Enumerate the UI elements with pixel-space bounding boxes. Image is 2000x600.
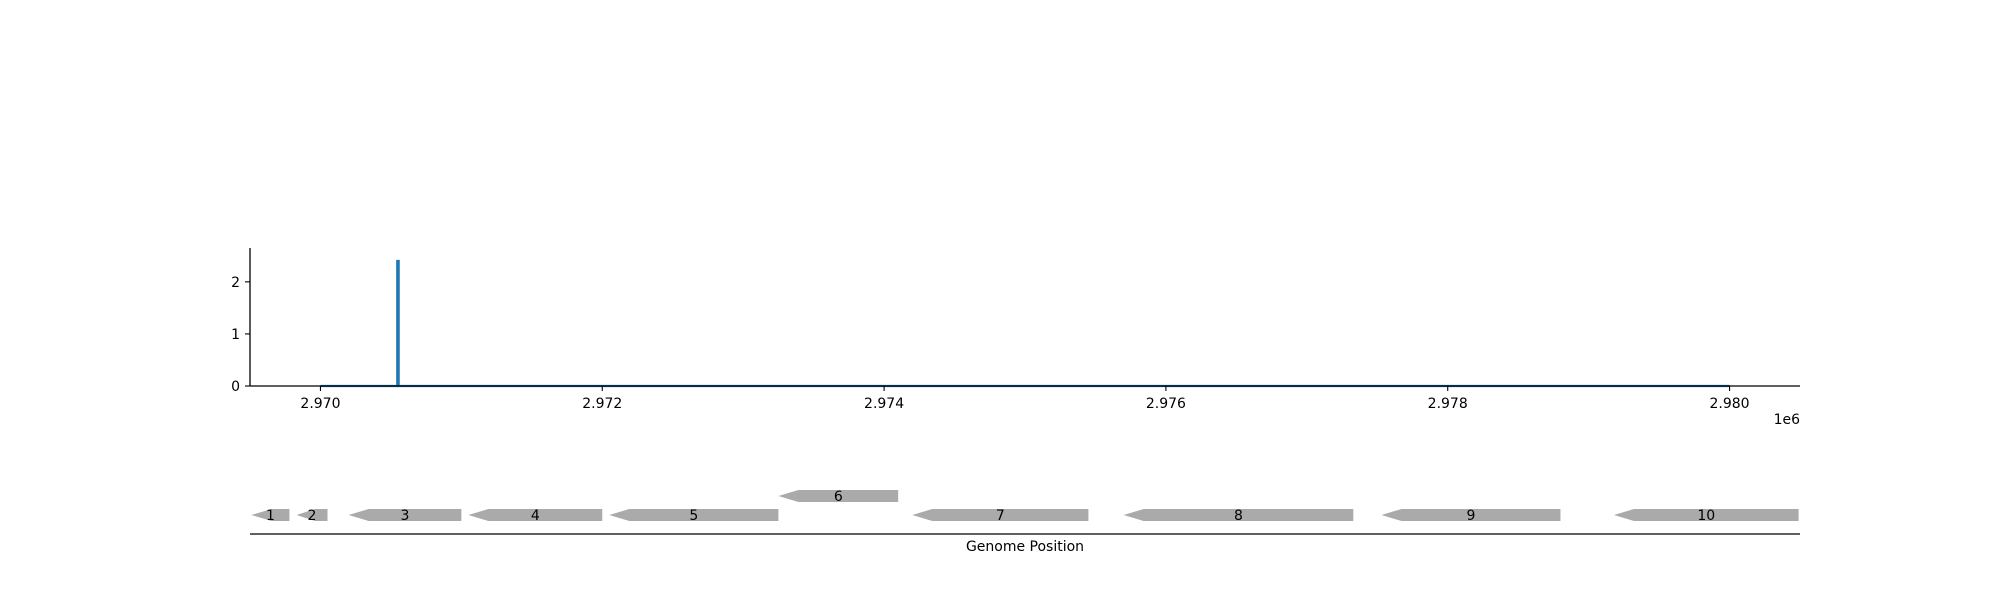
gene-label-5: 5 (689, 508, 698, 524)
gene-label-10: 10 (1697, 508, 1715, 524)
gene-arrow-7 (912, 509, 1089, 521)
x-tick-label: 2.980 (1709, 396, 1749, 412)
x-tick-label: 2.970 (300, 396, 340, 412)
gene-arrow-4 (468, 509, 603, 521)
coverage-plot: 0 1 2 2.970 2.972 2.974 2.976 2.978 2.980 1e6 (231, 248, 1800, 428)
gene-arrow-9 (1381, 509, 1561, 521)
gene-arrow-8 (1123, 509, 1354, 521)
y-tick-label: 0 (231, 379, 240, 395)
gene-label-2: 2 (308, 508, 317, 524)
gene-label-9: 9 (1467, 508, 1476, 524)
gene-label-4: 4 (531, 508, 540, 524)
gene-arrow-10 (1614, 509, 1799, 521)
x-offset-label: 1e6 (1774, 412, 1801, 428)
gene-arrow-2 (296, 509, 328, 521)
gene-label-8: 8 (1234, 508, 1243, 524)
gene-label-3: 3 (401, 508, 410, 524)
gene-track: 1 2 3 4 5 6 7 8 9 10 Genome Position (250, 489, 1800, 555)
x-tick-label: 2.972 (582, 396, 622, 412)
gene-arrow-6 (778, 490, 899, 502)
gene-label-7: 7 (996, 508, 1005, 524)
gene-label-1: 1 (266, 508, 275, 524)
x-tick-label: 2.974 (864, 396, 904, 412)
gene-arrow-1 (251, 509, 290, 521)
x-tick-label: 2.976 (1146, 396, 1186, 412)
y-tick-label: 2 (231, 275, 240, 291)
x-tick-label: 2.978 (1428, 396, 1468, 412)
y-tick-label: 1 (231, 327, 240, 343)
gene-label-6: 6 (834, 489, 843, 505)
gene-track-xlabel: Genome Position (966, 539, 1084, 555)
gene-arrow-3 (348, 509, 462, 521)
gene-arrow-5 (609, 509, 779, 521)
coverage-series-line-0 (320, 259, 1730, 388)
